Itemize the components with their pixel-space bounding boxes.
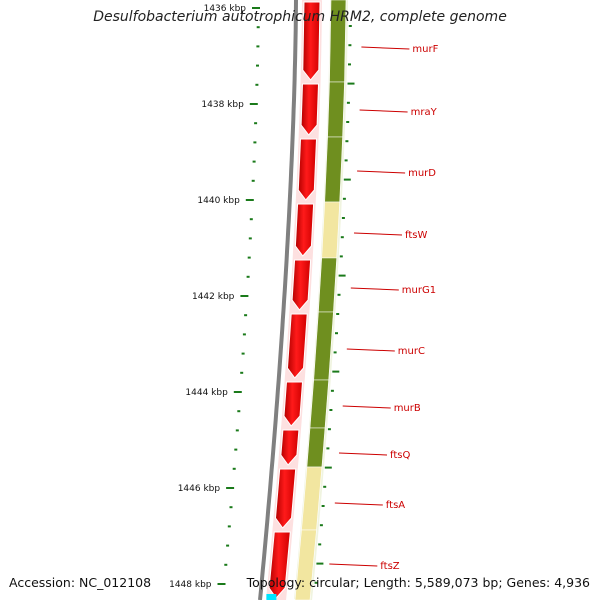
label-leader — [342, 405, 391, 409]
map-title: Desulfobacterium autotrophicum HRM2, com… — [93, 9, 507, 25]
kbp-label: 1444 kbp — [185, 388, 228, 398]
topology-text: Topology: circular; Length: 5,589,073 bp… — [246, 575, 590, 590]
gene-arrow[interactable] — [286, 313, 308, 379]
gene-arrow[interactable] — [291, 259, 312, 311]
gene-arrow[interactable] — [297, 138, 318, 201]
gene-label[interactable]: ftsZ — [380, 561, 399, 572]
label-leader — [329, 563, 378, 567]
gene-arrow[interactable] — [294, 203, 315, 257]
gene-labels: murF mraY murD ftsW murG1 murC murB ftsQ ftsA fts… — [329, 44, 439, 572]
gene-arrow[interactable] — [280, 429, 300, 466]
gene-arrow[interactable] — [268, 531, 291, 599]
gene-label[interactable]: ftsA — [386, 500, 405, 511]
kbp-ruler: 1436 kbp 1438 kbp 1440 kbp 1442 kbp 1444 kbp… — [169, 4, 355, 590]
gene-label[interactable]: ftsW — [405, 230, 427, 241]
gene-segment[interactable] — [294, 529, 317, 600]
kbp-label: 1438 kbp — [201, 100, 244, 110]
gene-label[interactable]: mraY — [411, 107, 438, 118]
gene-segment[interactable] — [321, 201, 341, 259]
kbp-label: 1442 kbp — [192, 292, 235, 302]
accession-text: Accession: NC_012108 — [9, 575, 152, 590]
gene-segment[interactable] — [306, 427, 326, 468]
label-leader — [357, 170, 406, 174]
gene-arrow[interactable] — [283, 381, 304, 427]
label-leader — [338, 452, 388, 456]
gene-label[interactable]: murD — [408, 168, 436, 179]
kbp-label: 1446 kbp — [178, 484, 221, 494]
kbp-label: 1436 kbp — [204, 4, 247, 14]
gene-segment[interactable] — [324, 136, 343, 203]
kbp-label: 1440 kbp — [197, 196, 240, 206]
gene-label[interactable]: murC — [398, 346, 425, 357]
cyan-feature-marker — [266, 594, 277, 600]
gene-segment[interactable] — [318, 257, 338, 313]
gene-track — [266, 0, 347, 600]
label-leader — [361, 46, 410, 50]
gene-label[interactable]: ftsQ — [390, 450, 410, 461]
backbone-line — [258, 0, 298, 600]
label-leader — [359, 109, 408, 113]
label-leader — [334, 502, 383, 506]
gene-segment[interactable] — [327, 81, 345, 138]
label-leader — [350, 287, 399, 291]
label-leader — [353, 232, 403, 236]
gene-arrow[interactable] — [300, 83, 320, 136]
gene-label[interactable]: murF — [412, 44, 438, 55]
label-leader — [346, 348, 395, 352]
kbp-label: 1448 kbp — [169, 580, 212, 590]
gene-arrow[interactable] — [302, 1, 321, 81]
gene-label[interactable]: murG1 — [402, 285, 436, 296]
gene-arrow[interactable] — [274, 468, 297, 529]
gene-label[interactable]: murB — [394, 403, 421, 414]
